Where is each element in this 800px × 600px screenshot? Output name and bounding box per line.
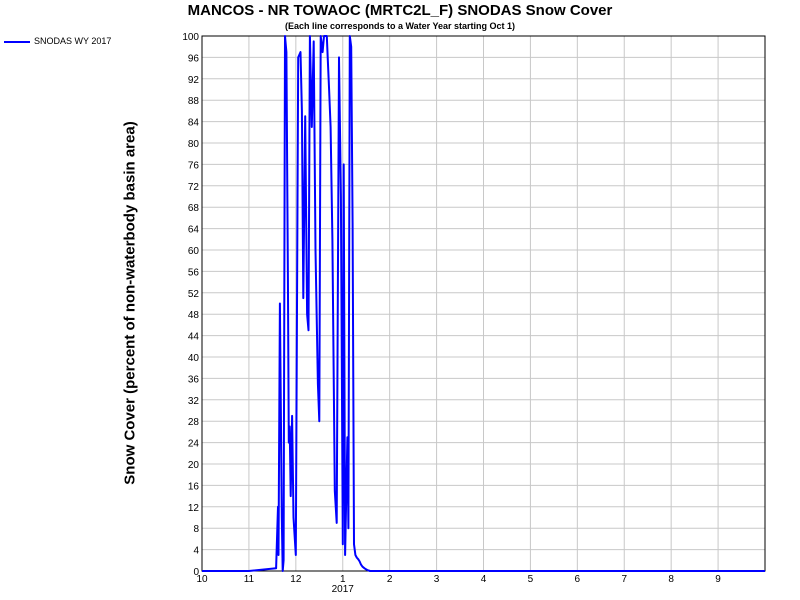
y-tick-label: 96 <box>188 53 200 64</box>
y-tick-label: 8 <box>193 524 199 535</box>
x-tick-label: 2 <box>387 574 393 585</box>
x-tick-label: 3 <box>434 574 440 585</box>
series-line-wy2017 <box>202 35 765 572</box>
y-tick-label: 32 <box>188 396 200 407</box>
x-tick-label: 11 <box>244 574 255 585</box>
y-tick-label: 84 <box>188 118 200 129</box>
y-tick-label: 76 <box>188 160 200 171</box>
x-year-label: 2017 <box>332 584 355 595</box>
y-tick-label: 92 <box>188 75 200 86</box>
y-tick-label: 4 <box>193 546 199 557</box>
y-tick-label: 64 <box>188 225 200 236</box>
y-tick-label: 44 <box>188 332 200 343</box>
legend: SNODAS WY 2017 <box>4 36 194 50</box>
y-tick-label: 72 <box>188 182 200 193</box>
x-tick-label: 8 <box>668 574 674 585</box>
y-tick-label: 28 <box>188 417 200 428</box>
x-tick-label: 4 <box>481 574 487 585</box>
y-tick-label: 0 <box>193 567 199 578</box>
y-tick-label: 20 <box>188 460 200 471</box>
x-tick-label: 7 <box>621 574 627 585</box>
x-tick-label: 1 <box>340 574 346 585</box>
chart-subtitle: (Each line corresponds to a Water Year s… <box>284 21 516 31</box>
x-tick-label: 6 <box>575 574 581 585</box>
y-tick-label: 100 <box>182 32 199 43</box>
x-tick-label: 12 <box>290 574 302 585</box>
y-tick-label: 24 <box>188 439 200 450</box>
y-tick-label: 12 <box>188 503 200 514</box>
legend-label-wy2017: SNODAS WY 2017 <box>34 36 112 46</box>
y-tick-label: 56 <box>188 267 200 278</box>
y-tick-label: 68 <box>188 203 200 214</box>
y-tick-label: 80 <box>188 139 200 150</box>
y-tick-label: 48 <box>188 310 200 321</box>
y-tick-label: 16 <box>188 481 200 492</box>
x-tick-label: 9 <box>715 574 721 585</box>
y-tick-label: 60 <box>188 246 200 257</box>
y-tick-label: 88 <box>188 96 200 107</box>
y-tick-label: 40 <box>188 353 200 364</box>
x-tick-label: 10 <box>196 574 208 585</box>
y-tick-label: 36 <box>188 374 200 385</box>
chart-title: MANCOS - NR TOWAOC (MRTC2L_F) SNODAS Sno… <box>187 2 613 19</box>
legend-swatch-wy2017 <box>4 41 30 43</box>
y-tick-label: 52 <box>188 289 200 300</box>
x-tick-label: 5 <box>528 574 534 585</box>
